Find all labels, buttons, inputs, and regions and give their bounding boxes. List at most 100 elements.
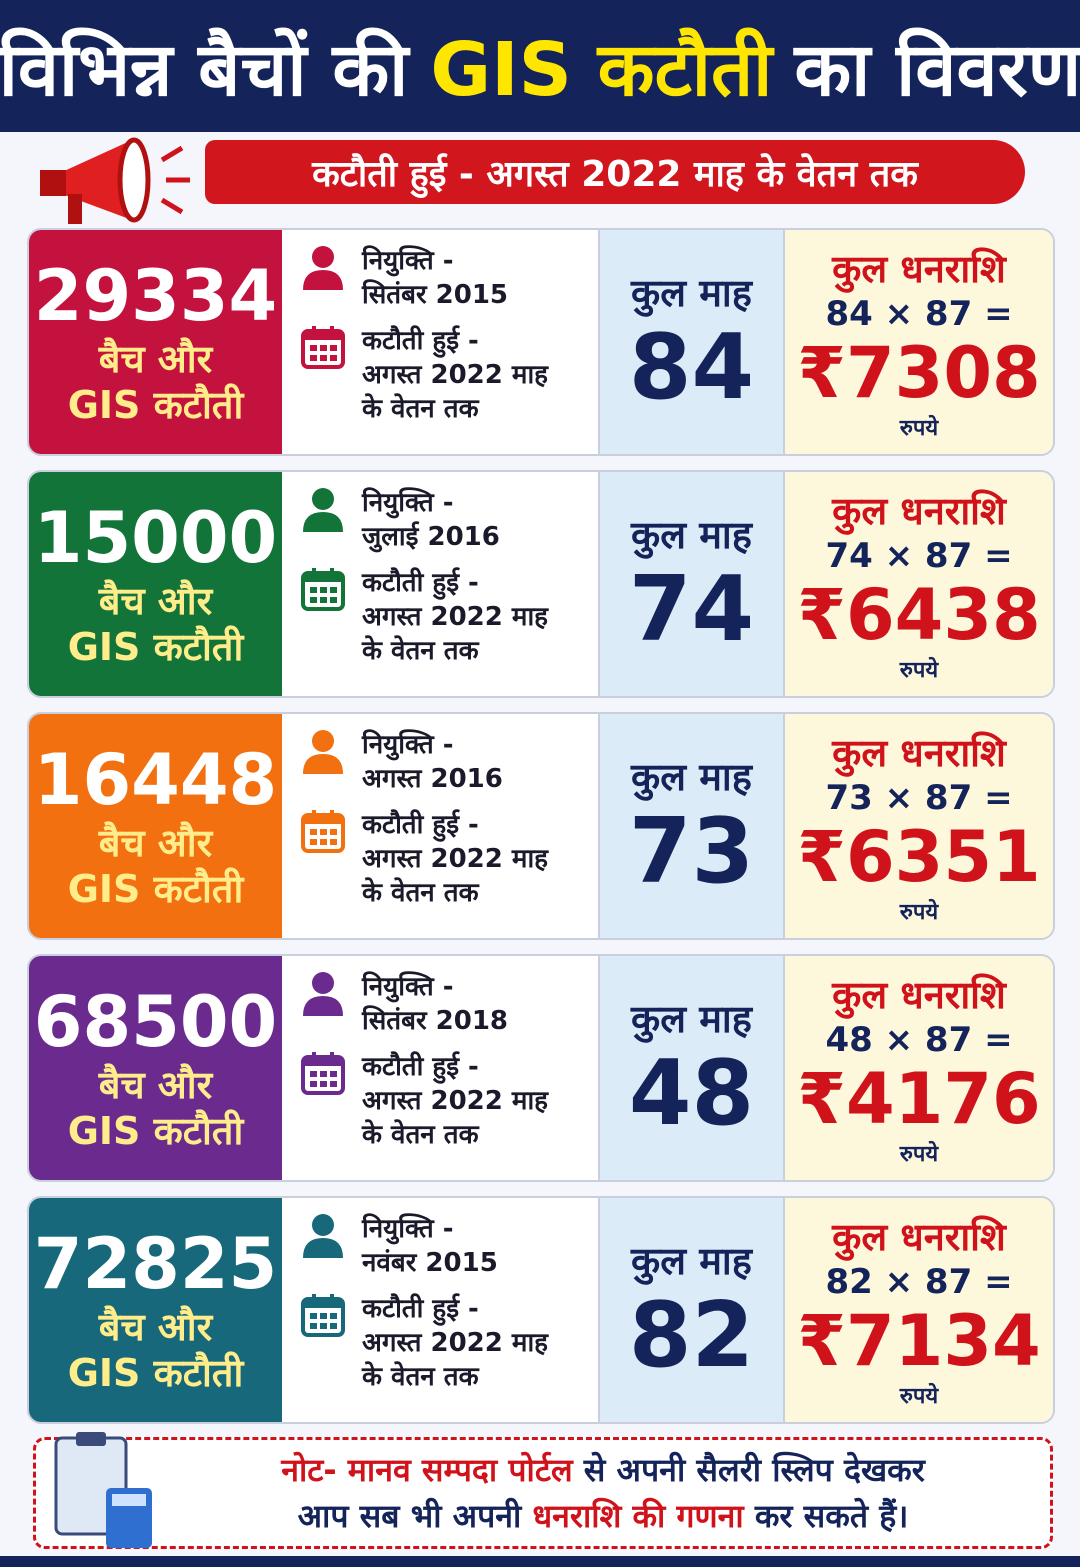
rupees-label: रुपये	[899, 658, 939, 683]
appointment-label: नियुक्ति -	[362, 730, 454, 760]
months-panel: कुल माह 84	[598, 230, 785, 454]
amount-panel: कुल धनराशि 84 × 87 = ₹7308 रुपये	[785, 230, 1053, 454]
currency: ₹	[797, 332, 846, 414]
deduction-line: कटौती हुई -	[362, 326, 479, 356]
appointment-text: नियुक्ति - सितंबर 2018	[362, 970, 508, 1038]
note-text: मानव सम्पदा पोर्टल	[347, 1451, 573, 1489]
batch-card: 72825 बैच और GIS कटौती नियुक्ति - नवंबर 201…	[27, 1196, 1055, 1424]
amount-line: ₹7134	[797, 1302, 1041, 1380]
clipboard-icon	[54, 1432, 152, 1548]
title-part: विभिन्न बैचों की	[0, 26, 409, 113]
deduction-line: के वेतन तक	[362, 394, 479, 424]
deduction-line: के वेतन तक	[362, 636, 479, 666]
note-text: आप सब भी अपनी	[297, 1497, 522, 1535]
amount-formula: 73 × 87 =	[825, 778, 1013, 818]
title-part: GIS कटौती	[430, 26, 773, 113]
person-icon	[303, 730, 343, 774]
appointment-text: नियुक्ति - सितंबर 2015	[362, 244, 508, 312]
person-icon	[303, 246, 343, 290]
batch-panel: 72825 बैच और GIS कटौती	[29, 1198, 282, 1422]
batch-label: बैच और	[98, 821, 213, 865]
currency: ₹	[797, 1058, 846, 1140]
currency: ₹	[797, 816, 846, 898]
deduction-text: कटौती हुई - अगस्त 2022 माह के वेतन तक	[362, 808, 548, 910]
amount-value: 6438	[845, 574, 1041, 656]
person-icon	[303, 1214, 343, 1258]
deduction-line: अगस्त 2022 माह	[362, 1086, 548, 1116]
batch-label: बैच और	[98, 337, 213, 381]
batch-label: GIS कटौती	[67, 867, 244, 911]
deduction-text: कटौती हुई - अगस्त 2022 माह के वेतन तक	[362, 1292, 548, 1394]
batch-label: बैच और	[98, 1063, 213, 1107]
deduction-line: अगस्त 2022 माह	[362, 844, 548, 874]
amount-line: ₹6351	[797, 818, 1041, 896]
batch-panel: 15000 बैच और GIS कटौती	[29, 472, 282, 696]
appointment-row: नियुक्ति - जुलाई 2016	[300, 486, 588, 554]
amount-formula: 84 × 87 =	[825, 294, 1013, 334]
months-panel: कुल माह 82	[598, 1198, 785, 1422]
batch-panel: 68500 बैच और GIS कटौती	[29, 956, 282, 1180]
info-panel: नियुक्ति - नवंबर 2015 कटौती हुई - अगस्त 20…	[282, 1198, 598, 1422]
calendar-icon	[301, 1052, 345, 1095]
deduction-line: के वेतन तक	[362, 1362, 479, 1392]
batch-number: 29334	[33, 255, 278, 337]
batch-label: बैच और	[98, 1305, 213, 1349]
months-value: 82	[628, 1283, 755, 1388]
note-text: कर सकते हैं।	[754, 1497, 909, 1535]
deduction-line: कटौती हुई -	[362, 568, 479, 598]
info-panel: नियुक्ति - अगस्त 2016 कटौती हुई - अगस्त 20…	[282, 714, 598, 938]
appointment-row: नियुक्ति - अगस्त 2016	[300, 728, 588, 796]
calendar-icon	[301, 810, 345, 853]
batch-card: 15000 बैच और GIS कटौती नियुक्ति - जुलाई 201…	[27, 470, 1055, 698]
footer-bar	[0, 1556, 1080, 1567]
batch-panel: 29334 बैच और GIS कटौती	[29, 230, 282, 454]
months-title: कुल माह	[631, 271, 752, 315]
months-panel: कुल माह 48	[598, 956, 785, 1180]
appointment-label: नियुक्ति -	[362, 246, 454, 276]
deduction-line: कटौती हुई -	[362, 1052, 479, 1082]
person-icon	[303, 972, 343, 1016]
amount-line: ₹6438	[797, 576, 1041, 654]
appointment-text: नियुक्ति - नवंबर 2015	[362, 1212, 498, 1280]
calendar-icon	[301, 568, 345, 611]
amount-panel: कुल धनराशि 74 × 87 = ₹6438 रुपये	[785, 472, 1053, 696]
batch-panel: 16448 बैच और GIS कटौती	[29, 714, 282, 938]
amount-title: कुल धनराशि	[832, 247, 1006, 291]
header: विभिन्न बैचों की GIS कटौती का विवरण	[0, 0, 1080, 132]
appointment-text: नियुक्ति - जुलाई 2016	[362, 486, 500, 554]
months-value: 73	[628, 799, 755, 904]
appointment-date: सितंबर 2015	[362, 280, 509, 310]
months-title: कुल माह	[631, 1239, 752, 1283]
appointment-label: नियुक्ति -	[362, 972, 454, 1002]
banner: कटौती हुई - अगस्त 2022 माह के वेतन तक	[205, 140, 1025, 204]
currency: ₹	[797, 1300, 846, 1382]
appointment-date: सितंबर 2018	[362, 1006, 509, 1036]
currency: ₹	[797, 574, 846, 656]
amount-line: ₹7308	[797, 334, 1041, 412]
deduction-row: कटौती हुई - अगस्त 2022 माह के वेतन तक	[300, 1292, 588, 1394]
amount-value: 6351	[845, 816, 1041, 898]
batch-card: 16448 बैच और GIS कटौती नियुक्ति - अगस्त 201…	[27, 712, 1055, 940]
megaphone-icon	[40, 137, 190, 224]
months-value: 74	[628, 557, 755, 662]
note-text: से अपनी सैलरी स्लिप देखकर	[583, 1451, 925, 1489]
info-panel: नियुक्ति - जुलाई 2016 कटौती हुई - अगस्त 20…	[282, 472, 598, 696]
deduction-text: कटौती हुई - अगस्त 2022 माह के वेतन तक	[362, 566, 548, 668]
deduction-row: कटौती हुई - अगस्त 2022 माह के वेतन तक	[300, 808, 588, 910]
months-value: 84	[628, 315, 755, 420]
deduction-line: अगस्त 2022 माह	[362, 1328, 548, 1358]
rupees-label: रुपये	[899, 900, 939, 925]
deduction-line: अगस्त 2022 माह	[362, 602, 548, 632]
amount-title: कुल धनराशि	[832, 731, 1006, 775]
amount-title: कुल धनराशि	[832, 489, 1006, 533]
batch-label: GIS कटौती	[67, 383, 244, 427]
appointment-text: नियुक्ति - अगस्त 2016	[362, 728, 503, 796]
batch-card: 68500 बैच और GIS कटौती नियुक्ति - सितंबर 20…	[27, 954, 1055, 1182]
months-title: कुल माह	[631, 513, 752, 557]
calendar-icon	[301, 326, 345, 369]
deduction-line: के वेतन तक	[362, 1120, 479, 1150]
batch-label: GIS कटौती	[67, 1351, 244, 1395]
amount-title: कुल धनराशि	[832, 1215, 1006, 1259]
batch-card: 29334 बैच और GIS कटौती नियुक्ति - सितंबर 20…	[27, 228, 1055, 456]
